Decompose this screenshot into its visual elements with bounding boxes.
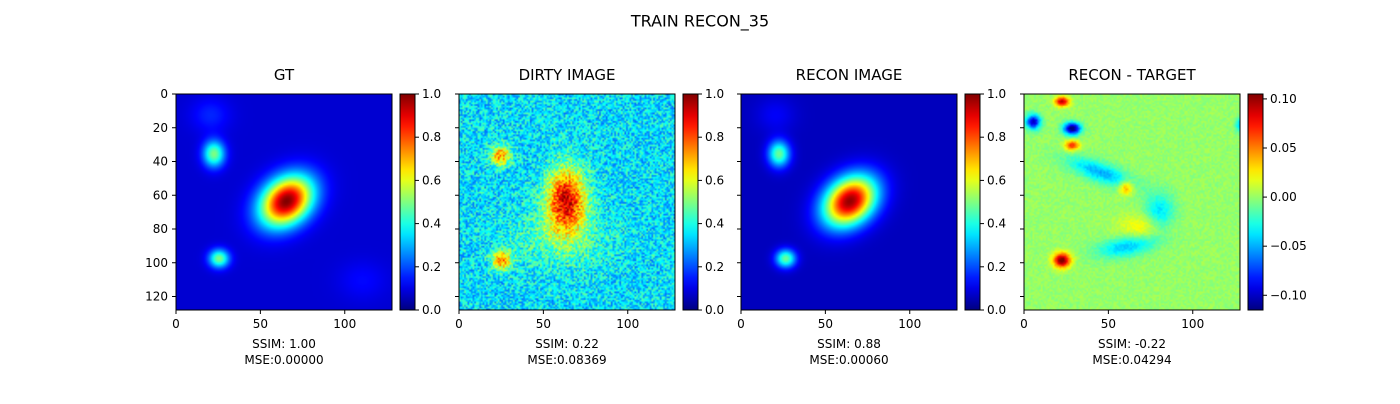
panel-caption-line: SSIM: 1.00 [252,337,316,351]
x-tick-label: 100 [1181,317,1204,331]
y-tick-label: 40 [153,155,168,169]
x-tick-label: 0 [455,317,463,331]
colorbar-tick-label: 0.2 [705,260,724,274]
y-tick-label: 100 [145,256,168,270]
panel-caption-line: MSE:0.00000 [244,353,323,367]
colorbar-tick-label: 1.0 [705,87,724,101]
axes-frame [458,93,676,311]
y-tick-label: 20 [153,121,168,135]
x-tick-label: 100 [898,317,921,331]
panels: GT 0 50 100 0 20 40 60 80 100 120 SSIM: 1.00 MSE:0.0… [145,66,1307,367]
y-tick-label: 80 [153,222,168,236]
colorbar-tick-label: 0.6 [705,173,724,187]
x-tick-label: 50 [818,317,833,331]
panel-title: GT [274,66,295,84]
x-tick-label: 50 [1101,317,1116,331]
axes-frame [175,93,393,311]
panel-title: RECON - TARGET [1068,66,1196,84]
x-tick-label: 0 [737,317,745,331]
colorbar-tick-label: 0.4 [705,217,724,231]
panel-title: DIRTY IMAGE [519,66,616,84]
colorbar-tick-label: 0.6 [422,173,441,187]
colorbar-tick-label: 0.8 [422,130,441,144]
colorbar [1247,93,1264,311]
panel-caption-line: MSE:0.00060 [809,353,888,367]
figure-title: TRAIN RECON_35 [630,12,769,32]
colorbar-tick-label: 0.8 [987,130,1006,144]
colorbar-tick-label: −0.10 [1270,288,1307,302]
colorbar [964,93,981,311]
x-tick-label: 100 [333,317,356,331]
heatmap-image [1024,94,1240,310]
heatmap-image [741,94,957,310]
axes-frame [1023,93,1241,311]
x-tick-label: 50 [253,317,268,331]
panel-2: RECON IMAGE 0 50 100 SSIM: 0.88 MSE:0.00060 0.… [737,66,1006,367]
x-tick-label: 50 [536,317,551,331]
colorbar-tick-label: 0.4 [987,217,1006,231]
panel-caption-line: SSIM: 0.22 [535,337,599,351]
axes-frame [740,93,958,311]
colorbar-tick-label: 0.2 [987,260,1006,274]
colorbar-tick-label: 0.05 [1270,141,1297,155]
heatmap-image [176,94,392,310]
panel-caption-line: MSE:0.04294 [1092,353,1171,367]
colorbar-tick-label: 0.0 [422,303,441,317]
panel-caption-line: MSE:0.08369 [527,353,606,367]
y-tick-label: 120 [145,290,168,304]
panel-caption-line: SSIM: 0.88 [817,337,881,351]
colorbar-tick-label: 0.6 [987,173,1006,187]
colorbar-tick-label: −0.05 [1270,239,1307,253]
heatmap-image [459,94,675,310]
panel-0: GT 0 50 100 0 20 40 60 80 100 120 SSIM: 1.00 MSE:0.0… [145,66,441,367]
colorbar-tick-label: 1.0 [987,87,1006,101]
x-tick-label: 100 [616,317,639,331]
colorbar-tick-label: 0.10 [1270,92,1297,106]
panel-caption-line: SSIM: -0.22 [1098,337,1166,351]
x-tick-label: 0 [1020,317,1028,331]
y-tick-label: 60 [153,188,168,202]
panel-3: RECON - TARGET 0 50 100 SSIM: -0.22 MSE:0.042… [1020,66,1307,367]
panel-1: DIRTY IMAGE 0 50 100 SSIM: 0.22 MSE:0.08369 0.… [455,66,724,367]
panel-title: RECON IMAGE [796,66,903,84]
colorbar [682,93,699,311]
colorbar-tick-label: 0.2 [422,260,441,274]
colorbar-tick-label: 0.4 [422,217,441,231]
colorbar-tick-label: 1.0 [422,87,441,101]
colorbar-tick-label: 0.0 [987,303,1006,317]
colorbar [399,93,416,311]
colorbar-tick-label: 0.0 [705,303,724,317]
y-tick-label: 0 [160,87,168,101]
colorbar-tick-label: 0.00 [1270,190,1297,204]
x-tick-label: 0 [172,317,180,331]
colorbar-tick-label: 0.8 [705,130,724,144]
